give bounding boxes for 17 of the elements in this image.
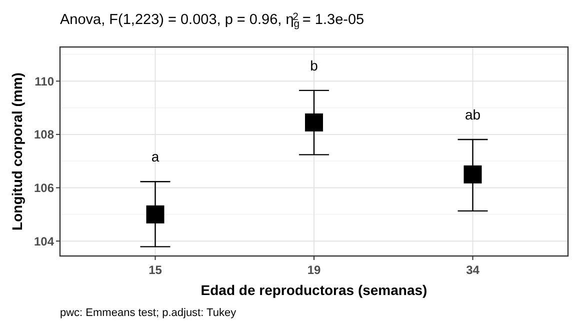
annotation: b <box>310 57 318 74</box>
x-tick-label: 34 <box>466 263 480 277</box>
chart-title: Anova, F(1,223) = 0.003, p = 0.96, η$_{g}$$^{2}$ = 1.3e-05 <box>60 12 364 30</box>
y-tick-label: 104 <box>34 234 54 248</box>
point <box>146 205 164 224</box>
y-tick-label: 106 <box>34 180 54 195</box>
x-tick-label: 15 <box>148 263 162 277</box>
annotation: a <box>151 148 160 165</box>
annotation: ab <box>464 106 481 123</box>
y-axis-title: Longitud corporal (mm) <box>9 72 25 230</box>
point <box>464 165 482 184</box>
x-axis-title: Edad de reproductoras (semanas) <box>200 282 428 298</box>
y-tick-label: 108 <box>34 128 54 142</box>
text: pwc: Emmeans test; p.adjust: Tukey <box>60 307 237 319</box>
x-tick-label: 19 <box>307 263 321 277</box>
y-tick-label: 110 <box>34 74 54 88</box>
point <box>305 113 323 132</box>
